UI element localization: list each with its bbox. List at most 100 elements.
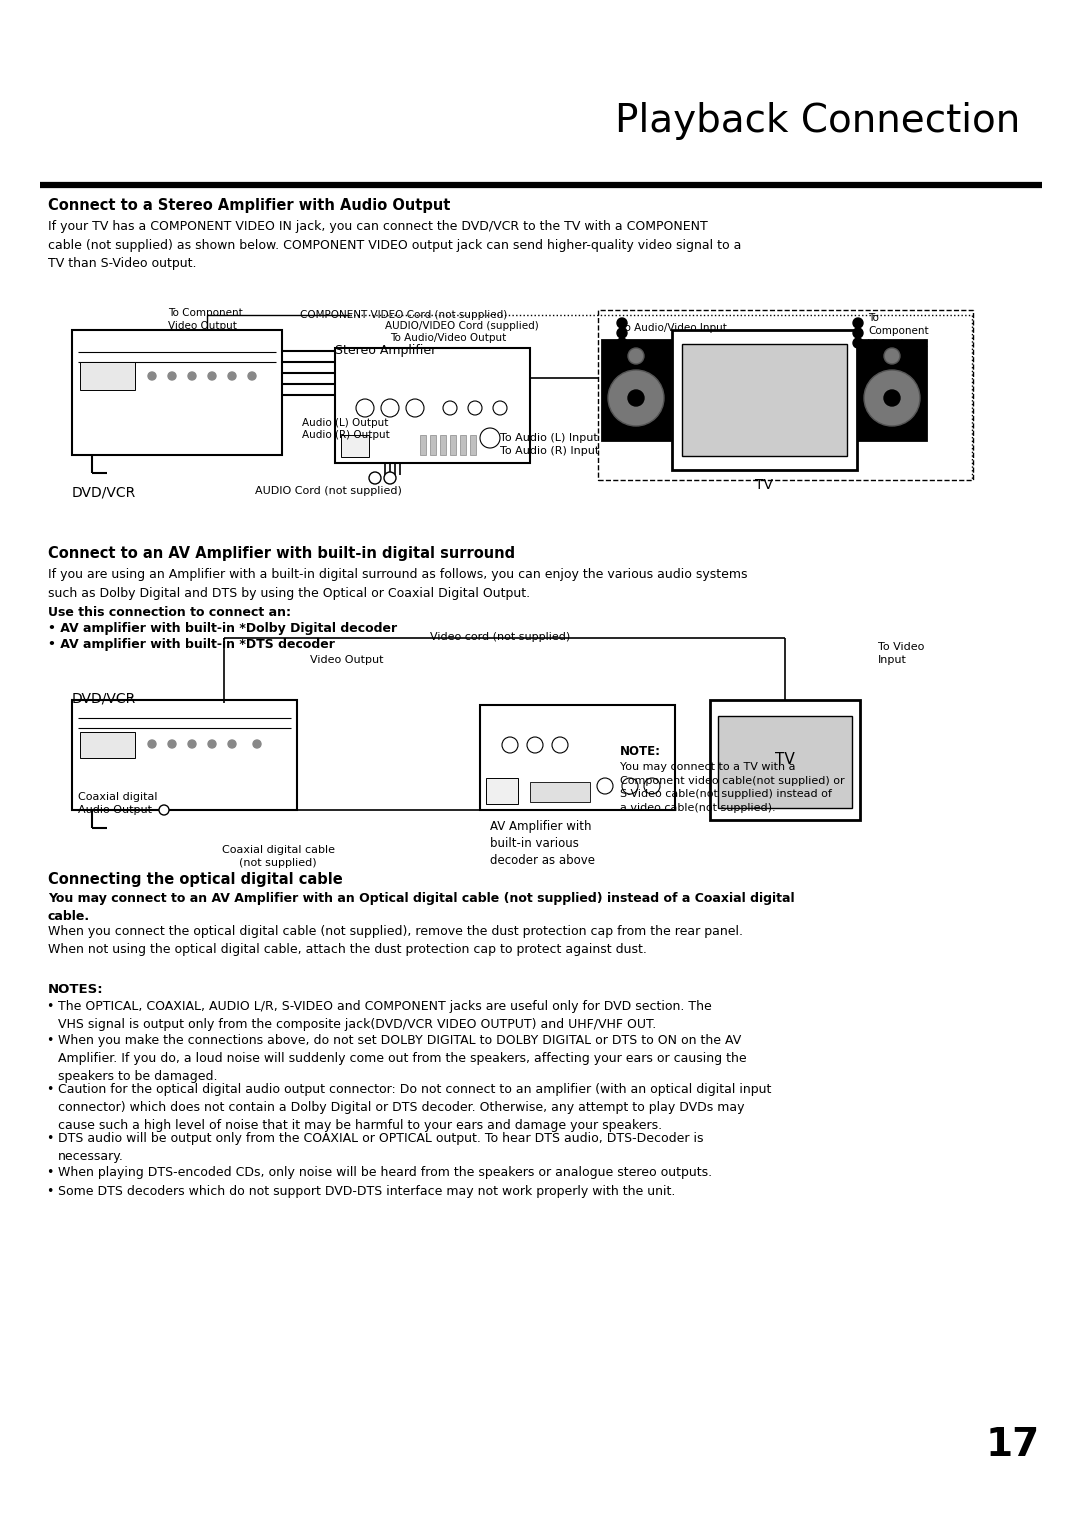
Circle shape (617, 329, 627, 338)
Text: • AV amplifier with built-in *DTS decoder: • AV amplifier with built-in *DTS decode… (48, 639, 335, 651)
Circle shape (148, 371, 156, 380)
Text: When you make the connections above, do not set DOLBY DIGITAL to DOLBY DIGITAL o: When you make the connections above, do … (58, 1034, 746, 1083)
Text: To Audio (R) Input: To Audio (R) Input (500, 446, 599, 455)
Bar (486, 778, 518, 804)
Bar (858, 341, 926, 440)
Circle shape (617, 318, 627, 329)
Text: To Component
Video Output: To Component Video Output (168, 309, 243, 332)
Circle shape (864, 370, 920, 426)
Text: Connecting the optical digital cable: Connecting the optical digital cable (48, 872, 342, 886)
Circle shape (208, 371, 216, 380)
Text: When you connect the optical digital cable (not supplied), remove the dust prote: When you connect the optical digital cab… (48, 924, 743, 957)
Circle shape (248, 371, 256, 380)
Text: To
Component
Video Input: To Component Video Input (868, 313, 929, 350)
Text: AUDIO Cord (not supplied): AUDIO Cord (not supplied) (255, 486, 402, 497)
Bar (440, 435, 446, 455)
Text: NOTE:: NOTE: (620, 746, 661, 758)
Bar (430, 435, 436, 455)
Text: DTS audio will be output only from the COAXIAL or OPTICAL output. To hear DTS au: DTS audio will be output only from the C… (58, 1132, 703, 1163)
Bar (450, 435, 456, 455)
Text: Connect to an AV Amplifier with built-in digital surround: Connect to an AV Amplifier with built-in… (48, 545, 515, 561)
Circle shape (597, 778, 613, 795)
Circle shape (502, 736, 518, 753)
Circle shape (480, 428, 500, 448)
Circle shape (608, 370, 664, 426)
Text: Video Output: Video Output (310, 656, 383, 665)
Bar (72, 330, 282, 455)
Circle shape (188, 740, 195, 749)
Circle shape (622, 778, 638, 795)
Text: Audio (L) Output: Audio (L) Output (302, 419, 389, 428)
Circle shape (253, 740, 261, 749)
Circle shape (208, 740, 216, 749)
Text: Stereo Amplifier: Stereo Amplifier (335, 344, 436, 358)
Circle shape (159, 805, 168, 814)
Text: •: • (46, 1132, 53, 1144)
Circle shape (406, 399, 424, 417)
Circle shape (552, 736, 568, 753)
Circle shape (148, 740, 156, 749)
Circle shape (228, 371, 237, 380)
Bar (341, 435, 369, 457)
Text: If you are using an Amplifier with a built-in digital surround as follows, you c: If you are using an Amplifier with a bui… (48, 568, 747, 599)
Circle shape (853, 318, 863, 329)
Circle shape (356, 399, 374, 417)
Text: •: • (46, 1166, 53, 1180)
Text: COMPONENT VIDEO Cord (not supplied): COMPONENT VIDEO Cord (not supplied) (300, 310, 508, 319)
Text: •: • (46, 1083, 53, 1096)
Text: To Audio (L) Input: To Audio (L) Input (500, 432, 597, 443)
Text: Coaxial digital
Audio Output: Coaxial digital Audio Output (78, 792, 158, 816)
Bar (72, 700, 297, 810)
Text: When playing DTS-encoded CDs, only noise will be heard from the speakers or anal: When playing DTS-encoded CDs, only noise… (58, 1166, 712, 1180)
Text: TV: TV (755, 478, 773, 492)
Text: Video cord (not supplied): Video cord (not supplied) (430, 633, 570, 642)
Bar (80, 732, 135, 758)
Circle shape (644, 778, 660, 795)
Text: To Audio/Video Output: To Audio/Video Output (390, 333, 507, 342)
Text: Use this connection to connect an:: Use this connection to connect an: (48, 607, 291, 619)
Bar (598, 310, 973, 480)
Circle shape (527, 736, 543, 753)
Text: •: • (46, 1034, 53, 1047)
Circle shape (369, 472, 381, 484)
Circle shape (492, 400, 507, 416)
Text: 17: 17 (986, 1426, 1040, 1464)
Text: •: • (46, 1186, 53, 1198)
Text: Connect to a Stereo Amplifier with Audio Output: Connect to a Stereo Amplifier with Audio… (48, 199, 450, 212)
Text: To Video
Input: To Video Input (878, 642, 924, 665)
Text: • AV amplifier with built-in *Dolby Digital decoder: • AV amplifier with built-in *Dolby Digi… (48, 622, 397, 636)
Text: Some DTS decoders which do not support DVD-DTS interface may not work properly w: Some DTS decoders which do not support D… (58, 1186, 675, 1198)
Text: Coaxial digital cable
(not supplied): Coaxial digital cable (not supplied) (221, 845, 335, 868)
Text: The OPTICAL, COAXIAL, AUDIO L/R, S-VIDEO and COMPONENT jacks are useful only for: The OPTICAL, COAXIAL, AUDIO L/R, S-VIDEO… (58, 999, 712, 1031)
Circle shape (384, 472, 396, 484)
Text: You may connect to a TV with a
Component video cable(not supplied) or
S-Video ca: You may connect to a TV with a Component… (620, 762, 845, 813)
Bar (80, 362, 135, 390)
Circle shape (853, 338, 863, 348)
Circle shape (885, 390, 900, 406)
Circle shape (443, 400, 457, 416)
Bar (470, 435, 476, 455)
Text: NOTES:: NOTES: (48, 983, 104, 996)
Bar (718, 717, 852, 808)
Text: DVD/VCR: DVD/VCR (72, 484, 136, 500)
Bar (672, 330, 858, 471)
Bar (602, 341, 670, 440)
Text: •: • (46, 999, 53, 1013)
Circle shape (627, 348, 644, 364)
Text: AUDIO/VIDEO Cord (supplied): AUDIO/VIDEO Cord (supplied) (384, 321, 539, 332)
Circle shape (168, 371, 176, 380)
Bar (710, 700, 860, 821)
Circle shape (168, 740, 176, 749)
Circle shape (627, 390, 644, 406)
Text: AV Amplifier with
built-in various
decoder as above: AV Amplifier with built-in various decod… (490, 821, 595, 866)
Circle shape (468, 400, 482, 416)
Circle shape (228, 740, 237, 749)
Bar (681, 344, 847, 455)
Bar (460, 435, 465, 455)
Bar (480, 704, 675, 810)
Circle shape (885, 348, 900, 364)
Text: You may connect to an AV Amplifier with an Optical digital cable (not supplied) : You may connect to an AV Amplifier with … (48, 892, 795, 923)
Text: TV: TV (775, 752, 795, 767)
Text: Playback Connection: Playback Connection (615, 102, 1020, 141)
Text: Audio (R) Output: Audio (R) Output (302, 429, 390, 440)
